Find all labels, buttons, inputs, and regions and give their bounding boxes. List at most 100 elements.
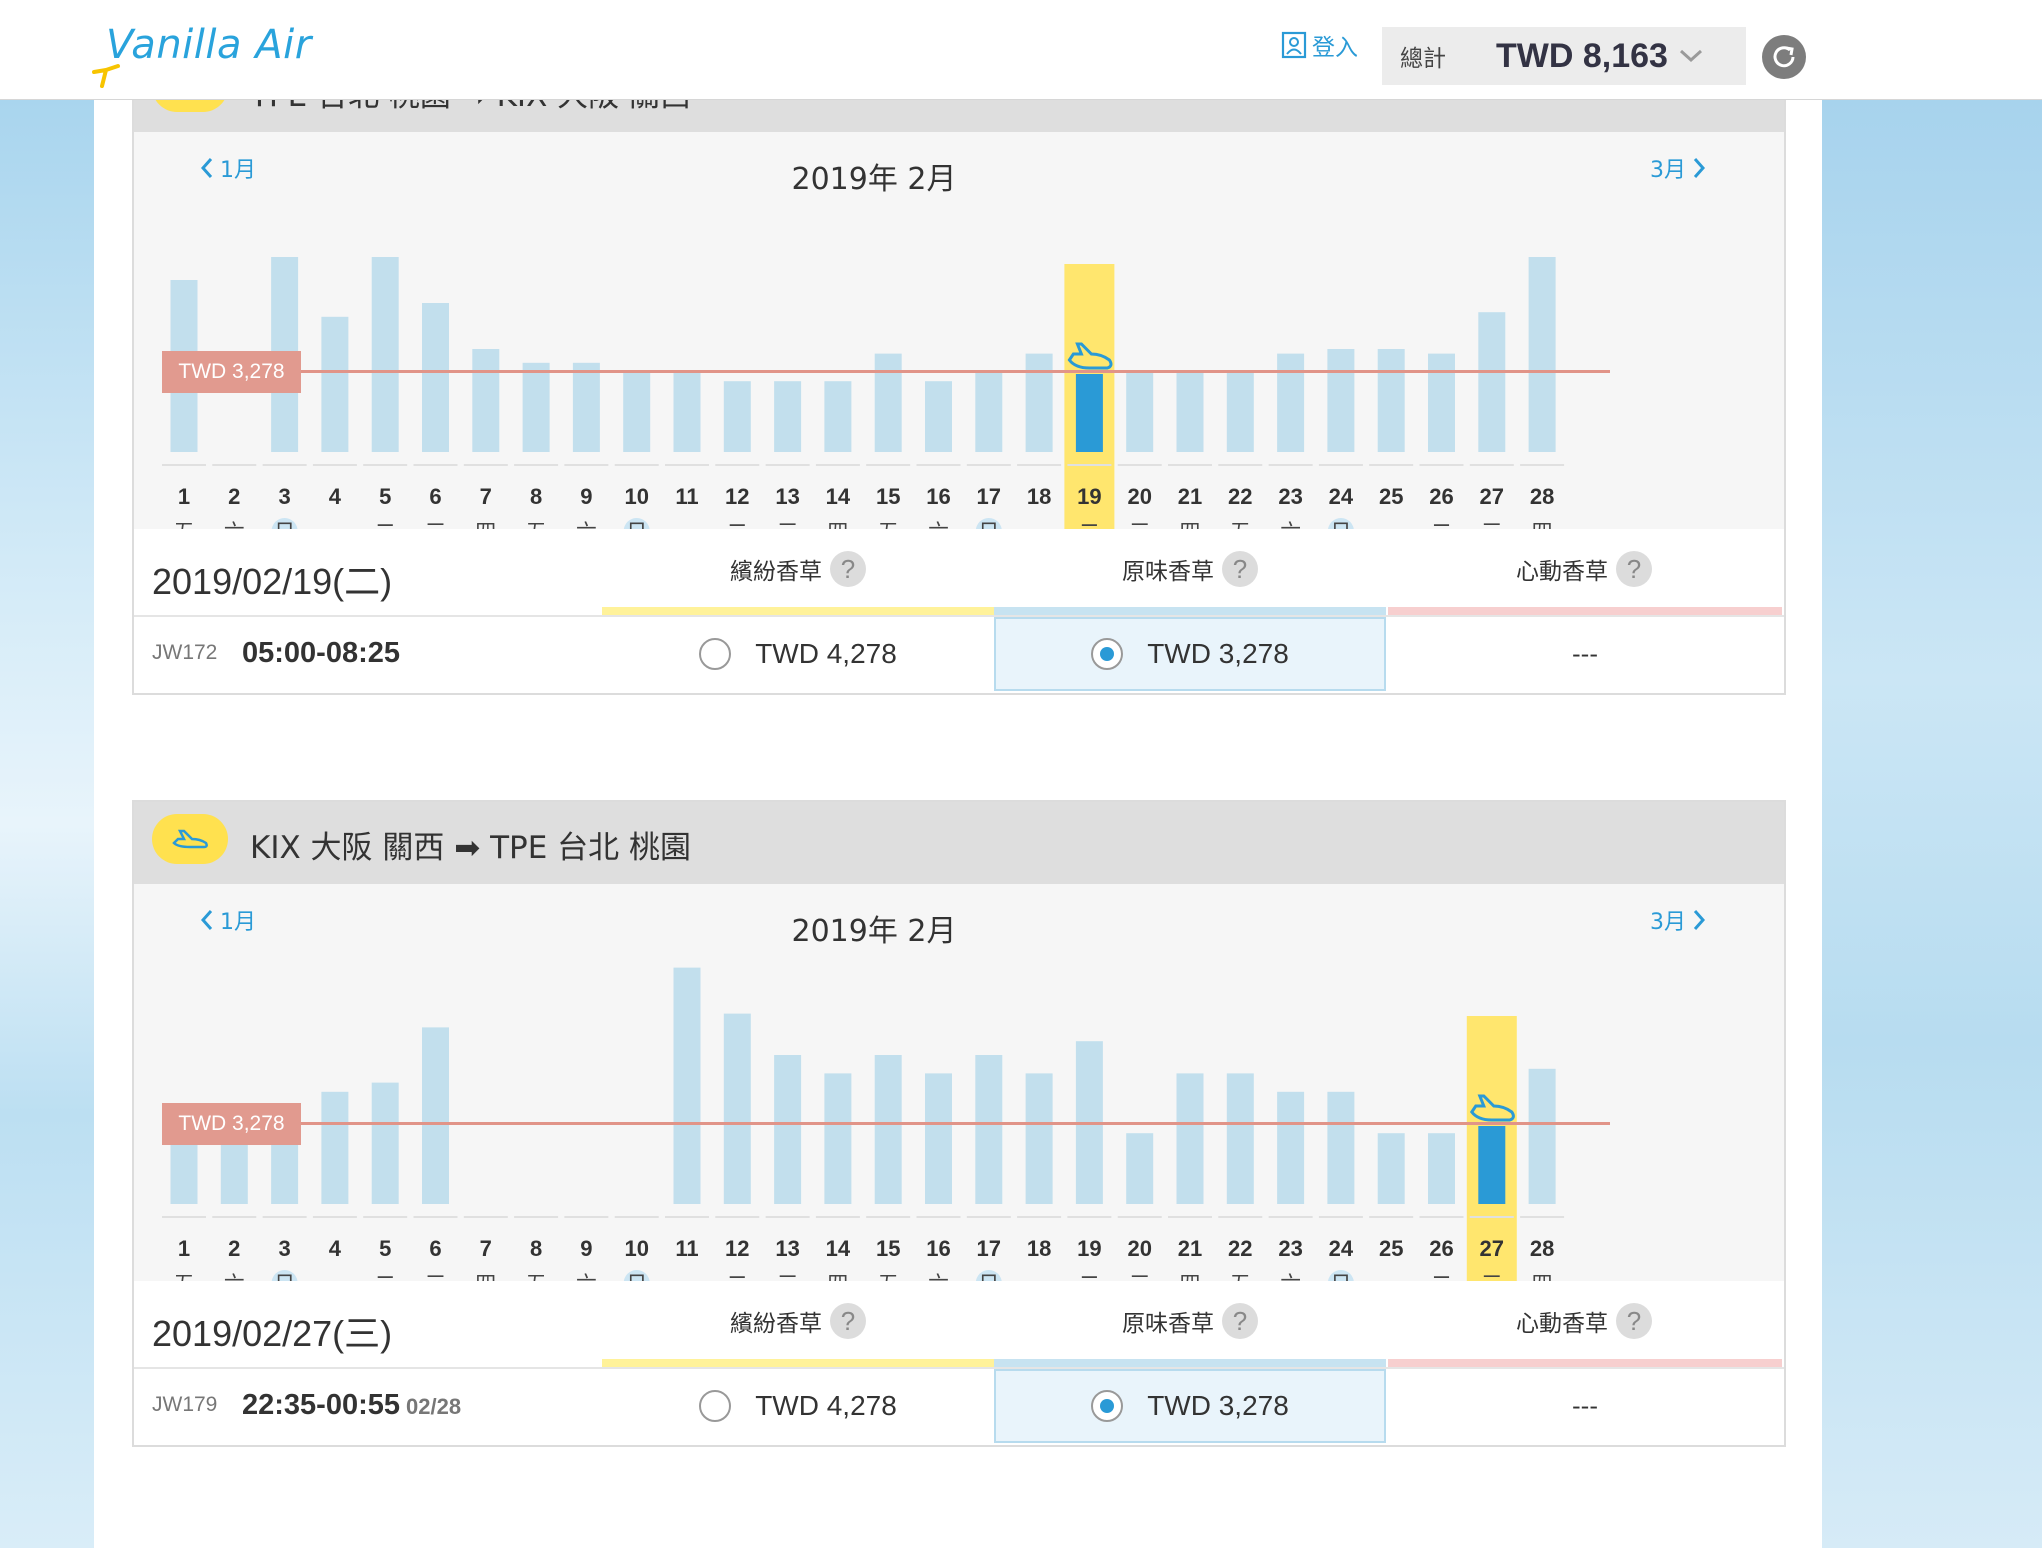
- fare-bar: [1025, 1073, 1053, 1204]
- weekday-label: 一: [1029, 520, 1050, 529]
- total-price-dropdown[interactable]: 總計 TWD 8,163: [1382, 27, 1746, 85]
- fare-bar: [522, 362, 550, 452]
- reset-button[interactable]: [1762, 35, 1806, 79]
- day-number: 26: [1429, 484, 1453, 509]
- day-number: 24: [1329, 484, 1354, 509]
- sky-background-left: [0, 100, 94, 1548]
- day-baseline: [916, 1216, 961, 1218]
- help-icon[interactable]: ?: [1616, 551, 1652, 587]
- day-baseline: [1419, 1216, 1464, 1218]
- prev-month-button[interactable]: 1月: [200, 904, 256, 936]
- day-number: 18: [1027, 484, 1051, 509]
- day-number: 7: [480, 1236, 492, 1261]
- fare-radio[interactable]: [699, 1390, 732, 1422]
- sunday-marker: [623, 1270, 650, 1281]
- total-value: TWD 8,163: [1496, 36, 1668, 75]
- login-user-icon: [1281, 31, 1307, 59]
- fare-type-simple: 原味香草?: [994, 1303, 1386, 1339]
- day-baseline: [564, 464, 609, 466]
- weekday-label: 三: [1129, 1272, 1150, 1281]
- fare-color-bar: [602, 607, 994, 616]
- day-number: 13: [775, 1236, 799, 1261]
- next-month-button[interactable]: 3月: [1650, 904, 1706, 936]
- fare-radio[interactable]: [699, 638, 732, 670]
- day-baseline: [866, 464, 911, 466]
- day-number: 14: [826, 484, 851, 509]
- day-baseline: [1318, 1216, 1363, 1218]
- day-number: 16: [926, 484, 950, 509]
- sunday-marker: [271, 518, 298, 529]
- day-baseline: [514, 1216, 559, 1218]
- vanilla-air-logo[interactable]: Vanilla Air: [92, 18, 322, 88]
- day-baseline: [1469, 1216, 1514, 1218]
- login-link[interactable]: 登入: [1280, 28, 1358, 62]
- day-baseline: [514, 464, 559, 466]
- help-icon[interactable]: ?: [1222, 1303, 1258, 1339]
- fare-unavailable: ---: [1572, 640, 1598, 668]
- fare-radio-checked[interactable]: [1091, 1390, 1124, 1422]
- fare-color-bar: [994, 1359, 1386, 1368]
- fare-calendar: 1 五 2 六 3 日 4 一 5 二 6 三 7 四 8 五 9 六 10 日 11 一 12 二 13 三 14 四 15 五 16 六 1…: [134, 132, 1784, 529]
- fare-bar-selected: [1478, 1126, 1506, 1204]
- day-number: 28: [1530, 1236, 1554, 1261]
- route-badge: [152, 814, 228, 864]
- weekday-label: 二: [727, 520, 748, 529]
- day-number: 20: [1127, 1236, 1151, 1261]
- weekday-label: 六: [1280, 1272, 1301, 1281]
- weekday-label: 二: [727, 1272, 748, 1281]
- fare-bar: [1126, 372, 1154, 452]
- day-number: 20: [1127, 484, 1151, 509]
- lowest-price-tag: TWD 3,278: [162, 351, 301, 393]
- flight-time: 05:00-08:25: [242, 637, 400, 669]
- help-icon[interactable]: ?: [1222, 551, 1258, 587]
- help-icon[interactable]: ?: [830, 1303, 866, 1339]
- weekday-label: 日: [626, 1272, 647, 1281]
- weekday-label: 一: [1381, 1272, 1402, 1281]
- fare-color-bar: [1388, 1359, 1782, 1368]
- weekday-label: 六: [928, 520, 949, 529]
- chevron-right-icon: [1693, 910, 1706, 930]
- fare-bar: [1176, 1073, 1204, 1204]
- day-number: 19: [1077, 484, 1101, 509]
- prev-month-button[interactable]: 1月: [200, 152, 256, 184]
- fare-option[interactable]: TWD 4,278: [602, 1369, 994, 1443]
- weekday-label: 四: [475, 1272, 496, 1281]
- fare-option-selected[interactable]: TWD 3,278: [994, 1369, 1386, 1443]
- fare-bar: [572, 362, 600, 452]
- weekday-label: 四: [1532, 520, 1553, 529]
- sunday-marker: [623, 518, 650, 529]
- day-baseline: [212, 1216, 257, 1218]
- day-baseline: [564, 1216, 609, 1218]
- day-baseline: [363, 1216, 408, 1218]
- fare-option[interactable]: TWD 4,278: [602, 617, 994, 691]
- day-number: 21: [1178, 1236, 1202, 1261]
- fare-bar: [422, 1027, 449, 1204]
- help-icon[interactable]: ?: [830, 551, 866, 587]
- weekday-label: 二: [1079, 1272, 1100, 1281]
- day-number: 6: [429, 1236, 441, 1261]
- day-number: 6: [429, 484, 441, 509]
- day-baseline: [1067, 1216, 1112, 1218]
- fare-option-selected[interactable]: TWD 3,278: [994, 617, 1386, 691]
- next-month-button[interactable]: 3月: [1650, 152, 1706, 184]
- day-number: 10: [624, 484, 648, 509]
- day-baseline: [715, 1216, 760, 1218]
- fare-bar: [874, 353, 902, 452]
- help-icon[interactable]: ?: [1616, 1303, 1652, 1339]
- flight-row: JW179 22:35-00:55 02/28 TWD 4,278 TWD 3,2…: [134, 1367, 1784, 1445]
- fare-bar-chart: 1 五 2 六 3 日 4 一 5 二 6 三 7 四 8 五 9 六 10 日 11 一 12 二 13 三 14 四 15 五 16 六 1…: [162, 967, 1565, 1281]
- fare-bar: [371, 257, 399, 452]
- login-label: 登入: [1312, 35, 1358, 61]
- day-baseline: [1369, 464, 1414, 466]
- day-baseline: [463, 464, 508, 466]
- fare-type-simple: 原味香草?: [994, 551, 1386, 587]
- fare-color-bar: [994, 607, 1386, 616]
- weekday-label: 五: [174, 520, 195, 529]
- day-number: 2: [228, 1236, 240, 1261]
- fare-radio-checked[interactable]: [1091, 638, 1124, 670]
- day-baseline: [715, 464, 760, 466]
- day-number: 26: [1429, 1236, 1453, 1261]
- day-number: 12: [725, 1236, 749, 1261]
- day-number: 9: [580, 484, 592, 509]
- weekday-label: 四: [827, 520, 848, 529]
